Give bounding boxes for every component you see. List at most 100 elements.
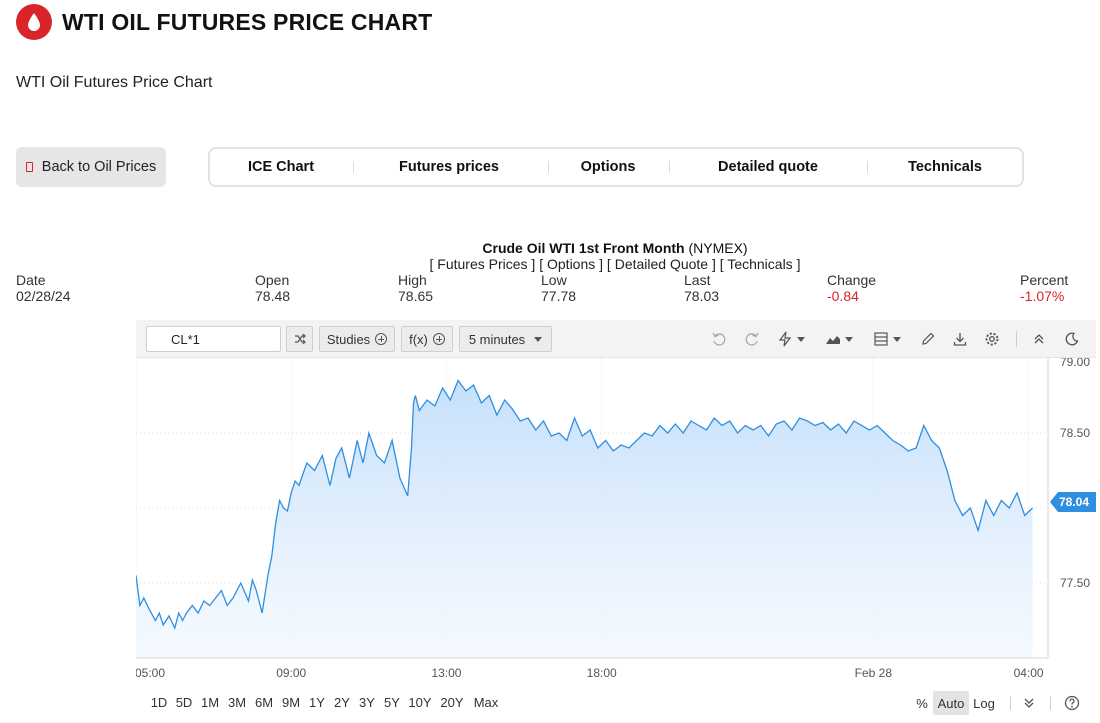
quote-value: 78.03 [684,288,720,304]
compare-button[interactable] [286,326,313,352]
quote-value: 77.78 [541,288,577,304]
chevron-down-icon [797,336,805,342]
link-options[interactable]: Options [547,256,596,272]
plus-circle-icon [375,333,388,345]
settings-button[interactable] [982,329,1002,349]
area-chart-icon [826,336,840,344]
toolbar-divider [1016,331,1017,347]
double-chevron-down-icon [1024,698,1034,708]
range-10y[interactable]: 10Y [408,695,432,710]
range-6m[interactable]: 6M [254,695,274,710]
tab-ice-chart[interactable]: ICE Chart [247,159,315,175]
draw-button[interactable] [918,329,938,349]
quote-label: High [398,272,427,288]
studies-button[interactable]: Studies [319,326,395,352]
quote-value: 78.48 [255,288,291,304]
range-1d[interactable]: 1D [150,695,168,710]
range-9m[interactable]: 9M [281,695,301,710]
link-technicals[interactable]: Technicals [727,256,793,272]
quote-label: Open [255,272,290,288]
quote-value: -0.84 [827,288,859,304]
range-5d[interactable]: 5D [175,695,193,710]
help-button[interactable] [1062,691,1082,715]
percent-scale-button[interactable]: % [916,695,928,711]
chart-range-bar: 1D 5D 1M 3M 6M 9M 1Y 2Y 3Y 5Y 10Y 20Y Ma… [136,688,1100,718]
price-area [136,380,1033,658]
studies-label: Studies [326,331,371,347]
range-1y[interactable]: 1Y [309,695,325,710]
log-scale-button[interactable]: Log [973,695,995,711]
quote-percent: Percent -1.07% [1020,272,1068,304]
instrument-name: Crude Oil WTI 1st Front Month [482,240,685,256]
range-5y[interactable]: 5Y [384,695,400,710]
tab-futures-prices[interactable]: Futures prices [399,159,499,175]
function-label: f(x) [409,331,428,347]
y-tick-label: 77.50 [1060,576,1090,590]
quote-label: Last [684,272,711,288]
back-icon [25,162,33,172]
expand-button[interactable] [1018,691,1040,715]
x-tick-label: 09:00 [276,666,306,680]
template-icon [874,332,888,346]
quote-open: Open 78.48 [255,272,290,304]
link-futures-prices[interactable]: Futures Prices [437,256,528,272]
quote-label: Low [541,272,567,288]
gear-icon [985,332,999,346]
download-button[interactable] [950,329,970,349]
shuffle-icon [294,333,306,345]
y-tick-label: 79.00 [1060,358,1090,369]
quote-last: Last 78.03 [684,272,719,304]
chevron-down-icon [893,336,901,342]
x-tick-label: 13:00 [431,666,461,680]
oil-drop-logo-icon [16,4,52,40]
range-1m[interactable]: 1M [200,695,220,710]
price-line [135,379,1033,630]
x-tick-label: 18:00 [587,666,617,680]
range-2y[interactable]: 2Y [334,695,350,710]
range-20y[interactable]: 20Y [440,695,464,710]
y-tick-label: 78.50 [1060,426,1090,440]
chevron-down-icon [534,336,543,342]
undo-button[interactable] [709,329,729,349]
interval-label: 5 minutes [468,331,526,347]
chevron-down-icon [845,336,853,342]
help-icon [1064,695,1080,711]
download-icon [953,333,967,346]
tab-options[interactable]: Options [580,159,636,175]
page-header: WTI OIL FUTURES PRICE CHART [16,4,432,40]
tab-divider [548,161,549,173]
events-button[interactable] [774,329,808,349]
lightning-icon [778,331,792,347]
tab-technicals[interactable]: Technicals [908,159,982,175]
back-to-oil-prices-button[interactable]: Back to Oil Prices [16,147,166,187]
quote-value: -1.07% [1020,288,1065,304]
quote-title: Crude Oil WTI 1st Front Month (NYMEX) [0,240,1100,256]
plus-circle-icon [432,333,445,345]
range-3m[interactable]: 3M [227,695,247,710]
symbol-input[interactable] [146,326,281,352]
chart-toolbar: Studies f(x) 5 minutes [136,320,1096,358]
quote-change: Change -0.84 [827,272,876,304]
tab-bar: ICE Chart Futures prices Options Detaile… [208,147,1024,187]
template-button[interactable] [870,329,904,349]
last-price-label: 78.04 [1059,495,1089,509]
dark-mode-button[interactable] [1062,329,1082,349]
tab-detailed-quote[interactable]: Detailed quote [718,159,818,175]
quote-label: Date [16,272,46,288]
range-3y[interactable]: 3Y [359,695,375,710]
exchange-name: (NYMEX) [688,240,748,256]
quote-low: Low 77.78 [541,272,576,304]
interval-select[interactable]: 5 minutes [459,326,552,352]
back-button-label: Back to Oil Prices [41,159,157,175]
auto-scale-button[interactable]: Auto [933,691,969,715]
last-price-badge: 78.04 [1050,492,1096,512]
redo-button[interactable] [742,329,762,349]
tab-divider [353,161,354,173]
range-max[interactable]: Max [473,695,499,710]
quote-value: 02/28/24 [16,288,71,304]
collapse-button[interactable] [1029,329,1049,349]
chart-type-button[interactable] [822,329,856,349]
function-button[interactable]: f(x) [401,326,453,352]
link-detailed-quote[interactable]: Detailed Quote [614,256,709,272]
